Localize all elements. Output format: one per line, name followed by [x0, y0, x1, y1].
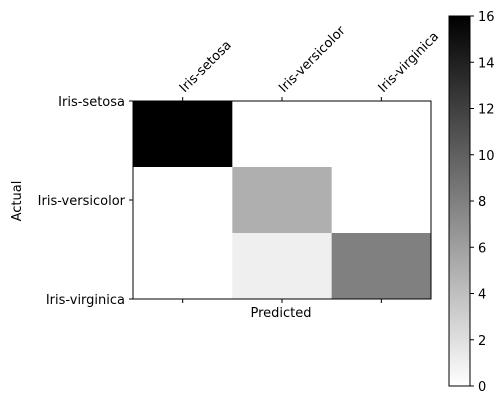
heatmap-cell [133, 167, 233, 234]
y-tick-label: Iris-versicolor [38, 194, 126, 209]
colorbar-tick-label: 16 [478, 10, 495, 25]
colorbar-tick-label: 10 [478, 149, 495, 164]
heatmap-cell [232, 101, 333, 168]
x-axis-label: Predicted [250, 306, 311, 321]
colorbar-gradient [449, 16, 470, 386]
colorbar: 0 2 4 6 8 10 12 14 16 [448, 10, 495, 395]
colorbar-tick-label: 12 [478, 103, 495, 118]
colorbar-tick-label: 14 [478, 56, 495, 71]
y-tick-label: Iris-virginica [46, 293, 125, 308]
colorbar-tick-label: 2 [478, 334, 486, 349]
heatmap-cell [133, 101, 233, 168]
x-tick-label: Iris-virginica [376, 29, 443, 96]
heatmap-cell [331, 233, 432, 300]
colorbar-tick-label: 4 [478, 288, 486, 303]
y-tick-label: Iris-setosa [58, 95, 125, 110]
heatmap-cell [232, 167, 333, 234]
y-axis-label: Actual [10, 181, 25, 222]
colorbar-tick-label: 8 [478, 195, 486, 210]
x-tick-label: Iris-setosa [177, 38, 235, 96]
colorbar-tick-label: 0 [478, 380, 486, 395]
heatmap-cell [133, 233, 233, 300]
heatmap-cell [331, 101, 432, 168]
colorbar-tick-label: 6 [478, 241, 486, 256]
heatmap-cells [133, 101, 432, 300]
heatmap-cell [232, 233, 333, 300]
heatmap-cell [331, 167, 432, 234]
x-tick-label: Iris-versicolor [276, 23, 349, 96]
